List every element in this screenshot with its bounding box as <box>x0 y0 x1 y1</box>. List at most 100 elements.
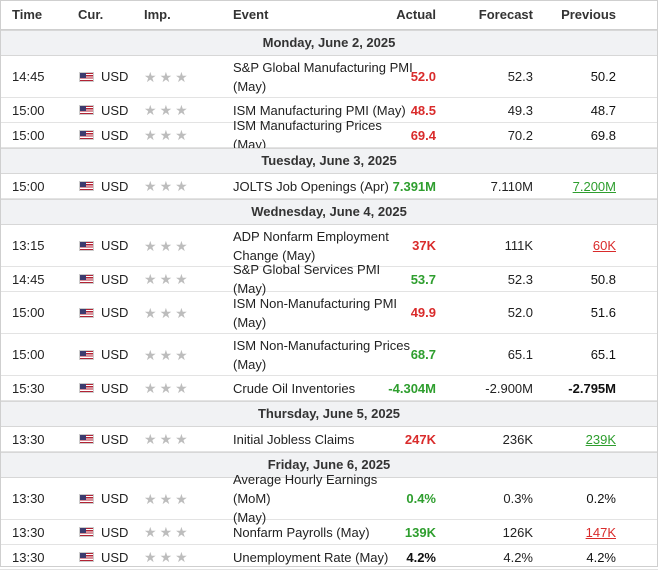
previous-value[interactable]: 147K <box>585 524 616 540</box>
us-flag-icon <box>79 434 94 444</box>
flag-cell <box>79 545 94 569</box>
importance-stars: ★ ★ ★ <box>144 334 188 375</box>
event-name[interactable]: ISM Non-Manufacturing PMI (May) <box>233 292 413 333</box>
event-time: 15:00 <box>12 347 45 362</box>
forecast-value: 52.3 <box>507 69 533 84</box>
importance-stars: ★ ★ ★ <box>144 292 188 333</box>
star-icon: ★ <box>175 304 188 321</box>
star-icon: ★ <box>159 524 173 540</box>
actual-value: 69.4 <box>410 127 436 143</box>
star-icon: ★ <box>175 524 188 540</box>
previous-value[interactable]: 60K <box>592 238 616 253</box>
flag-cell <box>79 376 94 400</box>
table-row[interactable]: 13:30 USD ★ ★ ★ Nonfarm Payrolls (May) 139K 126… <box>0 520 658 545</box>
importance-stars: ★ ★ ★ <box>144 376 188 400</box>
event-name[interactable]: Crude Oil Inventories <box>233 376 413 400</box>
event-name[interactable]: S&P Global Manufacturing PMI (May) <box>233 56 413 97</box>
event-time: 13:30 <box>12 524 45 540</box>
event-name[interactable]: S&P Global Services PMI (May) <box>233 262 413 296</box>
table-row[interactable]: 15:00 USD ★ ★ ★ ISM Non-Manufacturing Prices(… <box>0 334 658 376</box>
us-flag-icon <box>79 71 94 82</box>
importance-stars: ★ ★ ★ <box>144 545 188 569</box>
table-row[interactable]: 14:45 USD ★ ★ ★ S&P Global Manufacturing PMI(… <box>0 56 658 98</box>
event-name[interactable]: ISM Manufacturing PMI (May) <box>233 98 413 122</box>
event-name[interactable]: JOLTS Job Openings (Apr) <box>233 174 413 198</box>
us-flag-icon <box>79 527 94 537</box>
event-name[interactable]: ISM Non-Manufacturing Prices (May) <box>233 334 413 375</box>
currency: USD <box>101 347 129 362</box>
flag-cell <box>79 98 94 122</box>
forecast-value: 52.0 <box>507 305 533 320</box>
forecast-value: 70.2 <box>507 127 533 143</box>
star-icon: ★ <box>144 380 157 396</box>
header-importance[interactable]: Imp. <box>144 7 171 22</box>
star-icon: ★ <box>144 178 157 194</box>
table-row[interactable]: 15:30 USD ★ ★ ★ Crude Oil Inventories -4.304M -… <box>0 376 658 401</box>
previous-value: 69.8 <box>590 127 616 143</box>
event-name[interactable]: Nonfarm Payrolls (May) <box>233 520 413 544</box>
header-time[interactable]: Time <box>12 7 43 22</box>
previous-value: 48.7 <box>590 102 616 118</box>
flag-cell <box>79 427 94 451</box>
table-row[interactable]: 13:15 USD ★ ★ ★ ADP Nonfarm Employment Change … <box>0 225 658 267</box>
importance-stars: ★ ★ ★ <box>144 478 188 519</box>
event-name-line: Average Hourly Earnings (MoM) <box>233 472 378 506</box>
currency: USD <box>101 102 129 118</box>
table-row[interactable]: 13:30 USD ★ ★ ★ Unemployment Rate (May) 4.2% 4.… <box>0 545 658 570</box>
star-icon: ★ <box>159 271 173 287</box>
importance-stars: ★ ★ ★ <box>144 225 188 266</box>
table-row[interactable]: 15:00 USD ★ ★ ★ ISM Non-Manufacturing PMI (May… <box>0 292 658 334</box>
star-icon: ★ <box>175 380 188 396</box>
actual-value: 4.2% <box>406 549 436 565</box>
flag-cell <box>79 334 94 375</box>
event-name-line: Unemployment Rate (May) <box>233 549 389 565</box>
event-time: 13:30 <box>12 549 45 565</box>
flag-cell <box>79 520 94 544</box>
table-row[interactable]: 14:45 USD ★ ★ ★ S&P Global Services PMI (May)… <box>0 262 658 296</box>
previous-value: 50.2 <box>590 69 616 84</box>
star-icon: ★ <box>159 304 173 321</box>
header-currency[interactable]: Cur. <box>78 7 104 22</box>
currency: USD <box>101 178 129 194</box>
previous-value[interactable]: 7.200M <box>572 178 616 194</box>
currency: USD <box>101 431 129 447</box>
event-time: 13:15 <box>12 238 45 253</box>
flag-cell <box>79 292 94 333</box>
currency: USD <box>101 549 129 565</box>
header-previous[interactable]: Previous <box>561 7 616 22</box>
star-icon: ★ <box>175 68 188 85</box>
header-forecast[interactable]: Forecast <box>478 7 533 22</box>
event-name[interactable]: Average Hourly Earnings (MoM) (May) <box>233 472 413 525</box>
event-name[interactable]: ISM Manufacturing Prices (May) <box>233 118 413 152</box>
event-name[interactable]: Unemployment Rate (May) <box>233 545 413 569</box>
us-flag-icon <box>79 105 94 115</box>
table-row[interactable]: 13:30 USD ★ ★ ★ Initial Jobless Claims 247K 236… <box>0 427 658 452</box>
currency: USD <box>101 380 129 396</box>
table-header: Time Cur. Imp. Event Actual Forecast Pre… <box>0 0 658 30</box>
table-row[interactable]: 15:00 USD ★ ★ ★ JOLTS Job Openings (Apr) 7.391… <box>0 174 658 199</box>
event-time: 15:00 <box>12 102 45 118</box>
actual-value: 0.4% <box>406 491 436 506</box>
event-name-line: Crude Oil Inventories <box>233 380 356 396</box>
table-row[interactable]: 15:00 USD ★ ★ ★ ISM Manufacturing PMI (May) 48… <box>0 98 658 123</box>
event-name-line: (May) <box>233 314 267 330</box>
star-icon: ★ <box>159 178 173 194</box>
event-name[interactable]: ADP Nonfarm Employment Change (May) <box>233 225 413 266</box>
previous-value[interactable]: 239K <box>585 431 616 447</box>
forecast-value: 65.1 <box>507 347 533 362</box>
table-row[interactable]: 15:00 USD ★ ★ ★ ISM Manufacturing Prices (May… <box>0 118 658 152</box>
table-row[interactable]: 13:30 USD ★ ★ ★ Average Hourly Earnings (MoM)… <box>0 472 658 525</box>
event-name[interactable]: Initial Jobless Claims <box>233 427 413 451</box>
star-icon: ★ <box>175 431 188 447</box>
forecast-value: 0.3% <box>503 491 533 506</box>
actual-value: -4.304M <box>388 380 436 396</box>
star-icon: ★ <box>144 271 157 287</box>
header-actual[interactable]: Actual <box>396 7 436 22</box>
actual-value: 37K <box>412 238 436 253</box>
header-event[interactable]: Event <box>233 7 269 22</box>
importance-stars: ★ ★ ★ <box>144 267 188 291</box>
previous-value: 50.8 <box>590 271 616 287</box>
previous-value: -2.795M <box>568 380 616 396</box>
importance-stars: ★ ★ ★ <box>144 520 188 544</box>
